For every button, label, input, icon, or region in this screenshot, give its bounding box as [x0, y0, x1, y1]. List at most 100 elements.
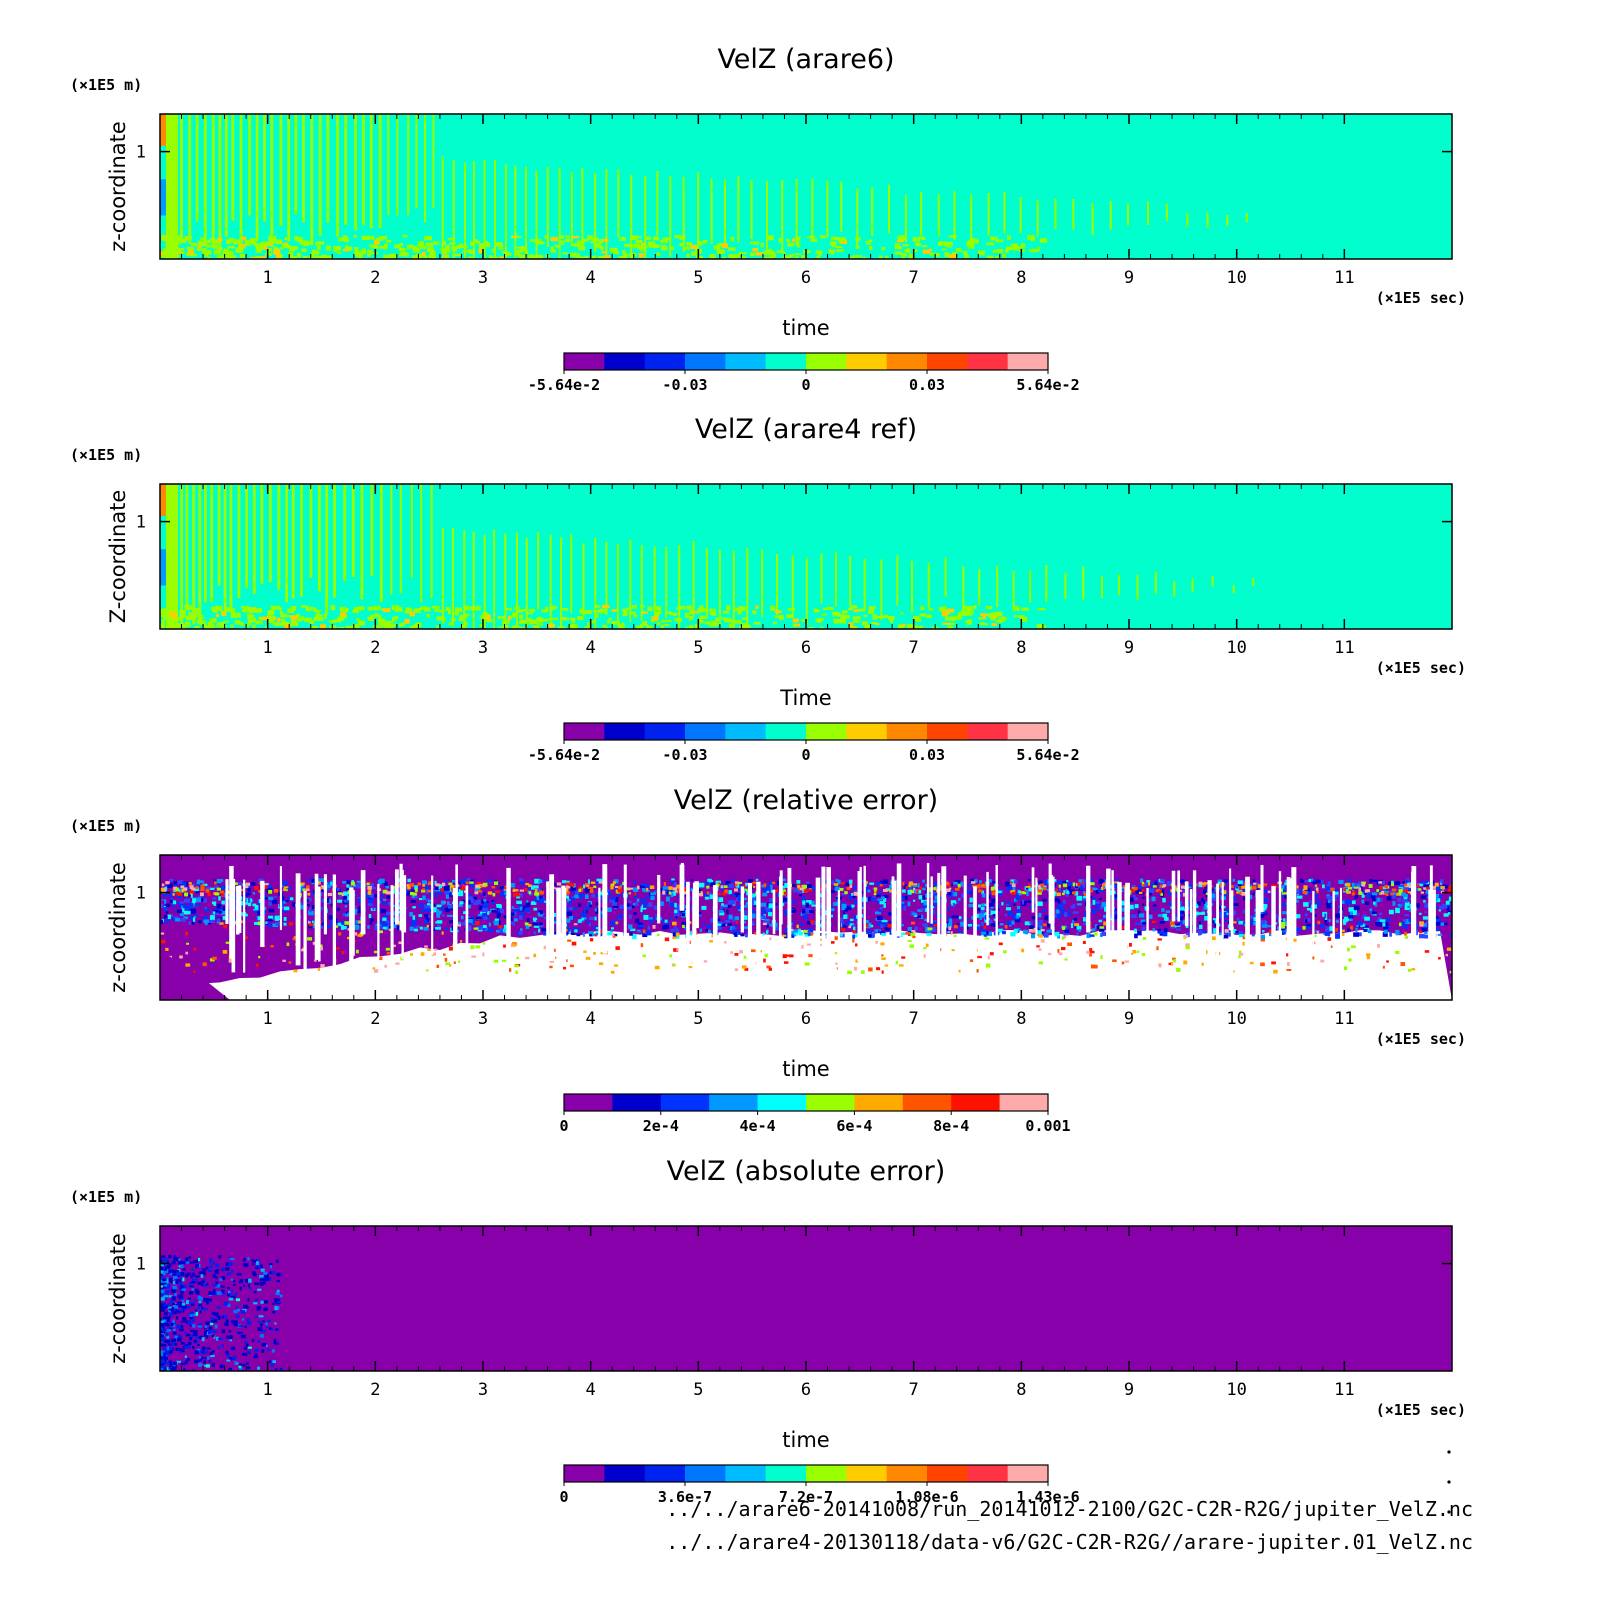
noise-cell: [948, 235, 957, 238]
error-cell: [951, 915, 956, 919]
error-cell: [1377, 889, 1383, 894]
noise-cell: [409, 625, 417, 629]
noise-cell: [685, 242, 692, 246]
error-cell: [876, 915, 883, 921]
wave-streak: [192, 484, 195, 625]
noise-cell: [308, 255, 315, 259]
error-cell: [1210, 888, 1214, 891]
noise-cell: [1010, 243, 1018, 246]
error-speckle: [611, 932, 614, 937]
error-speckle: [580, 887, 583, 892]
noise-cell: [399, 243, 404, 247]
error-cell: [1387, 881, 1393, 885]
error-cell: [1216, 911, 1223, 916]
error-speckle: [1417, 884, 1420, 888]
error-cell: [374, 925, 380, 931]
wave-streak: [263, 114, 266, 222]
error-cell: [1137, 910, 1141, 915]
error-cell: [1097, 887, 1104, 892]
error-cell: [823, 879, 829, 884]
noise-cell: [572, 243, 579, 247]
noise-cell: [187, 247, 194, 252]
noise-cell: [437, 609, 446, 613]
colorbar-tick-label: -0.03: [662, 376, 707, 394]
error-speckle: [1179, 889, 1183, 892]
noise-cell: [370, 252, 379, 255]
noise-cell: [482, 612, 489, 616]
noise-cell: [519, 254, 526, 259]
error-cell: [168, 893, 173, 898]
error-cell: [1309, 908, 1313, 913]
noise-cell: [850, 605, 858, 609]
error-cell: [664, 919, 668, 923]
error-cell: [579, 894, 583, 900]
error-cell: [499, 886, 505, 890]
error-speckle: [205, 888, 210, 893]
error-cell: [412, 915, 416, 920]
colorbar-swatch: [644, 723, 686, 740]
error-cell: [440, 900, 445, 905]
error-cell: [1363, 925, 1369, 929]
noise-cell: [964, 606, 972, 610]
wave-streak: [1206, 212, 1209, 228]
error-cell: [1242, 909, 1247, 914]
noise-cell: [946, 622, 955, 626]
error-speckle: [1286, 968, 1292, 972]
error-speckle: [487, 891, 493, 895]
x-tick-label: 1: [263, 268, 273, 288]
error-speckle: [1257, 884, 1263, 888]
error-cell: [843, 914, 847, 919]
noise-cell: [466, 605, 470, 611]
error-speckle: [470, 945, 475, 950]
error-cell: [1307, 918, 1311, 922]
wave-streak: [594, 538, 597, 629]
error-speckle: [970, 881, 976, 884]
error-cell: [1211, 893, 1216, 898]
error-cell: [411, 895, 416, 899]
error-cell: [1381, 886, 1387, 890]
noise-cell: [786, 238, 791, 243]
error-cell: [1225, 932, 1229, 935]
noise-cell: [241, 606, 248, 609]
noise-cell: [291, 256, 297, 259]
noise-cell: [518, 249, 526, 253]
error-cell: [1309, 900, 1313, 904]
error-cell: [325, 884, 331, 888]
error-cell: [734, 932, 738, 937]
error-cell: [849, 893, 856, 898]
wave-streak: [697, 172, 700, 251]
error-cell: [519, 906, 523, 911]
error-speckle: [1368, 884, 1373, 888]
wave-streak: [362, 114, 365, 226]
error-cell: [322, 898, 326, 903]
error-cell: [675, 928, 679, 933]
noise-cell: [338, 626, 345, 629]
error-speckle: [1142, 936, 1147, 940]
noise-cell: [912, 625, 918, 629]
error-cell: [1343, 921, 1347, 925]
noise-cell: [268, 242, 273, 247]
noise-cell: [197, 240, 202, 246]
noise-cell: [577, 615, 584, 621]
heatmap-texture: [160, 484, 1255, 629]
error-cell: [1099, 932, 1103, 938]
error-cell: [421, 880, 427, 885]
colorbar-swatch: [765, 353, 807, 370]
noise-cell: [287, 252, 294, 257]
edge-positive: [160, 114, 168, 146]
noise-cell: [699, 608, 706, 613]
error-cell: [346, 880, 351, 884]
noise-cell: [241, 608, 249, 613]
error-cell: [764, 920, 770, 924]
error-cell: [805, 881, 810, 884]
noise-cell: [291, 246, 298, 250]
error-cell: [504, 929, 507, 933]
error-speckle: [598, 881, 603, 884]
error-speckle: [223, 924, 228, 929]
error-speckle: [449, 964, 452, 967]
error-cell: [1043, 932, 1049, 938]
noise-cell: [691, 251, 698, 256]
noise-cell: [454, 253, 462, 257]
error-cell: [806, 900, 812, 905]
wave-streak: [1054, 199, 1057, 230]
